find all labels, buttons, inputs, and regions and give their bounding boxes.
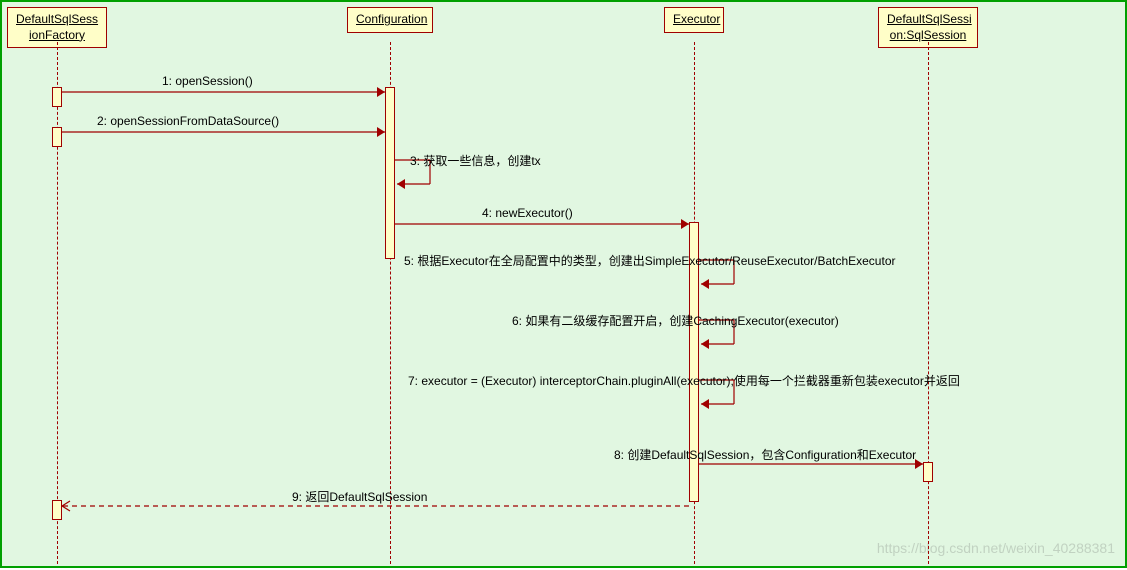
message-label: 8: 创建DefaultSqlSession，包含Configuration和E… bbox=[614, 446, 916, 463]
participant-exe: Executor bbox=[664, 7, 724, 33]
message-label: 1: openSession() bbox=[162, 74, 253, 88]
message-label: 2: openSessionFromDataSource() bbox=[97, 114, 279, 128]
message-label: 7: executor = (Executor) interceptorChai… bbox=[408, 372, 960, 389]
message-label: 5: 根据Executor在全局配置中的类型，创建出SimpleExecutor… bbox=[404, 252, 896, 269]
lifeline-dsf bbox=[57, 42, 58, 564]
activation bbox=[52, 127, 62, 147]
message-label: 4: newExecutor() bbox=[482, 206, 573, 220]
activation bbox=[923, 462, 933, 482]
sequence-diagram-canvas: https://blog.csdn.net/weixin_40288381 De… bbox=[0, 0, 1127, 568]
message-label: 3: 获取一些信息，创建tx bbox=[410, 152, 541, 169]
activation bbox=[52, 500, 62, 520]
lifeline-dss bbox=[928, 42, 929, 564]
participant-cfg: Configuration bbox=[347, 7, 433, 33]
message-label: 6: 如果有二级缓存配置开启，创建CachingExecutor(executo… bbox=[512, 312, 839, 329]
activation bbox=[52, 87, 62, 107]
message-label: 9: 返回DefaultSqlSession bbox=[292, 488, 427, 505]
watermark-text: https://blog.csdn.net/weixin_40288381 bbox=[877, 540, 1115, 556]
activation bbox=[385, 87, 395, 259]
